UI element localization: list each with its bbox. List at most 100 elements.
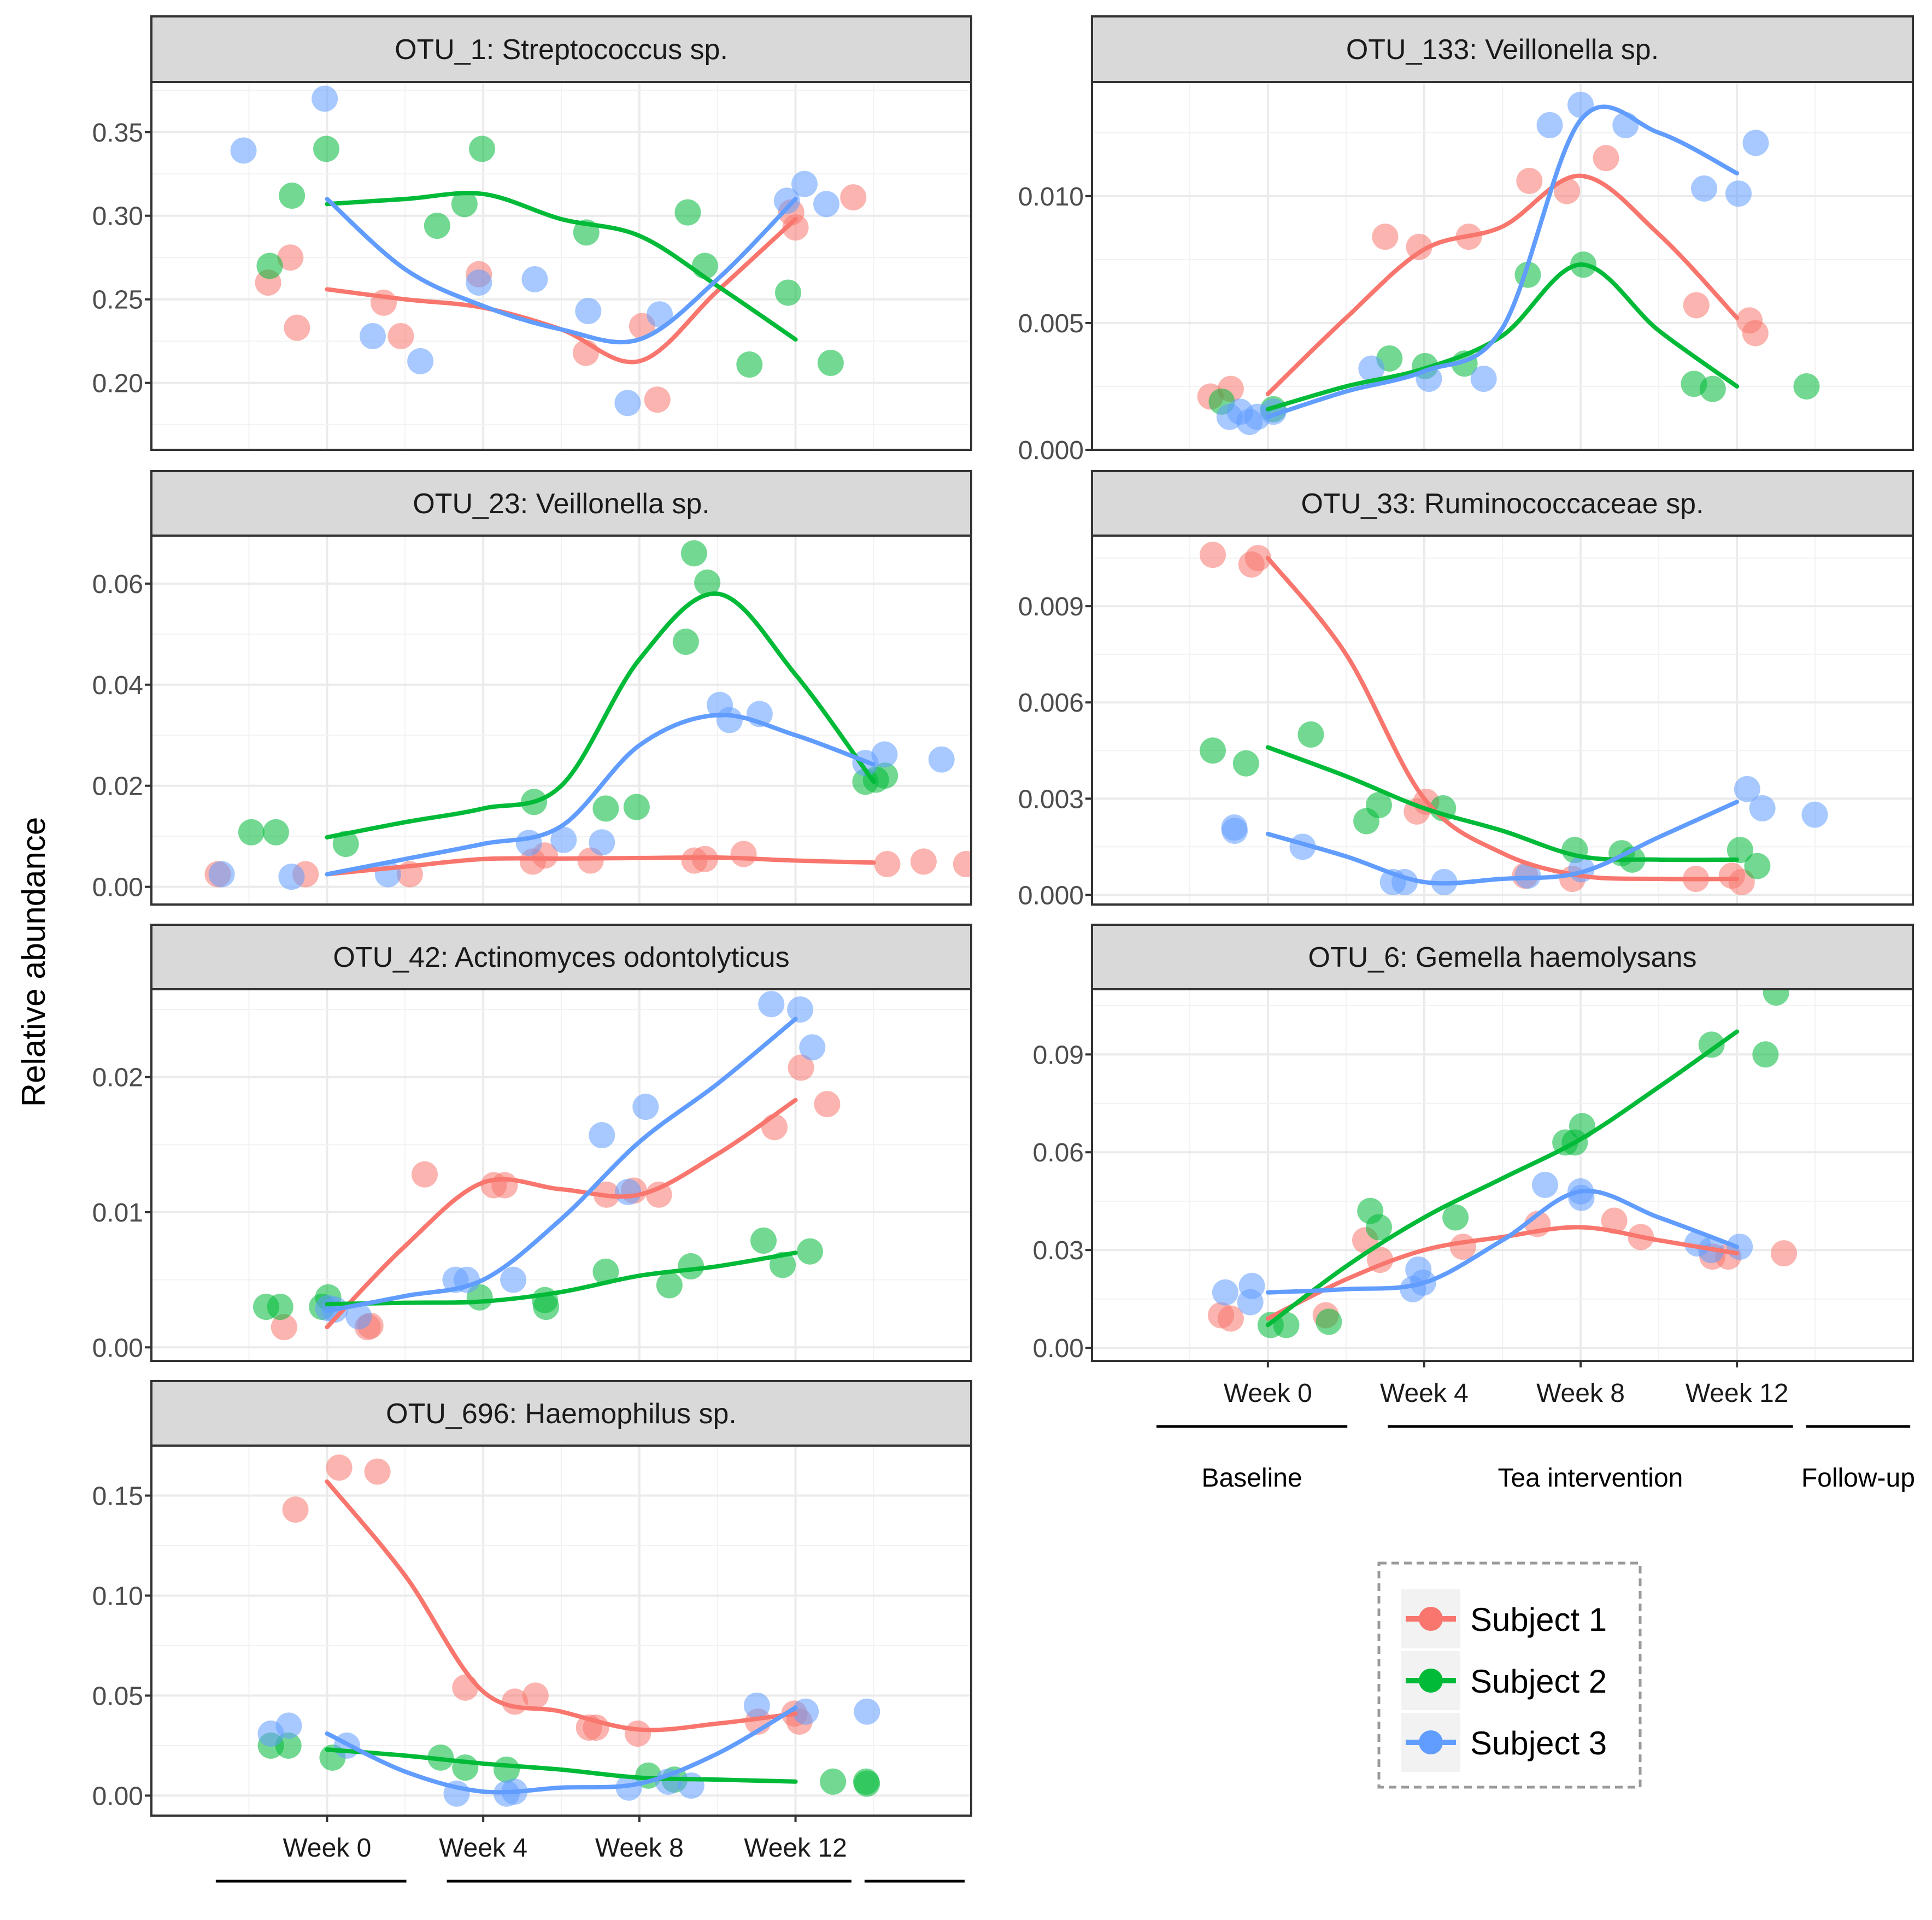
panel-6: OTU_6: Gemella haemolysans 0.00 0.03 0.06 0.…: [1033, 924, 1914, 1363]
y-tick-label: 0.01: [92, 1199, 143, 1228]
smooth-line: [1265, 745, 1740, 862]
data-point: [813, 191, 839, 218]
y-tick-label: 0.000: [1018, 881, 1084, 910]
data-point: [238, 819, 265, 845]
data-point: [326, 1454, 353, 1481]
panel-strip: [150, 15, 972, 83]
data-point: [1749, 795, 1776, 821]
legend-key-dot: [1419, 1730, 1443, 1754]
data-point: [750, 1227, 777, 1254]
data-point: [1698, 1031, 1725, 1058]
smooth-line: [325, 1250, 798, 1307]
y-tick-label: 0.15: [92, 1482, 143, 1511]
data-point: [522, 1682, 549, 1709]
y-tick-label: 0.03: [1033, 1236, 1084, 1265]
data-point: [230, 137, 257, 164]
panel-border: [1091, 988, 1914, 1362]
smooth-line: [1265, 556, 1740, 882]
bottom-axes: Week 0 Week 4 Week 8 Week 12 Baseline Tea int…: [215, 1361, 1915, 1920]
data-point: [592, 1258, 619, 1285]
panel-data: [1208, 989, 1797, 1338]
data-point: [1691, 175, 1718, 202]
y-tick-label: 0.00: [92, 1782, 143, 1811]
y-tick-label: 0.00: [92, 1334, 143, 1363]
panel-1: OTU_1: Streptococcus sp. 0.20 0.25 0.30 0.35: [92, 15, 972, 451]
data-point: [678, 1253, 704, 1279]
grid: [1092, 82, 1913, 450]
data-point: [1516, 168, 1543, 195]
smooth-line: [325, 713, 876, 877]
data-point: [1727, 837, 1753, 864]
data-point: [313, 136, 339, 162]
data-point: [515, 830, 542, 856]
data-point: [1763, 989, 1789, 1006]
data-point: [1222, 818, 1248, 844]
data-point: [871, 741, 898, 768]
data-point: [680, 540, 707, 567]
data-point: [820, 1768, 847, 1795]
panel-strip: [150, 1380, 972, 1447]
x-tick-label: Week 0: [283, 1834, 371, 1863]
data-point: [1699, 375, 1726, 402]
data-point: [1365, 1214, 1392, 1241]
panel-border: [150, 1445, 972, 1817]
grid: [1092, 989, 1913, 1361]
data-point: [644, 386, 671, 413]
y-tick-label: 0.00: [1033, 1334, 1084, 1363]
panel-4: OTU_33: Ruminococcaceae sp. 0.000 0.003 0.0…: [1018, 470, 1914, 910]
data-point: [387, 322, 414, 349]
data-point: [1449, 1234, 1476, 1260]
y-tick-label: 0.20: [92, 369, 143, 398]
data-point: [282, 1496, 309, 1523]
data-point: [761, 1114, 788, 1141]
y-tick-label: 0.000: [1018, 436, 1084, 465]
panel-title: OTU_6: Gemella haemolysans: [1308, 942, 1697, 973]
smooth-line: [325, 1747, 798, 1784]
legend-label: Subject 2: [1470, 1663, 1607, 1700]
y-axis-label: Relative abundance: [15, 817, 52, 1107]
data-point: [267, 1294, 293, 1320]
data-point: [1593, 145, 1619, 172]
data-point: [424, 213, 450, 239]
data-point: [1238, 1272, 1265, 1299]
panel-title: OTU_1: Streptococcus sp.: [395, 34, 728, 66]
panel-border: [150, 81, 972, 451]
data-point: [1554, 178, 1581, 204]
data-point: [575, 298, 602, 325]
smooth-line: [325, 855, 876, 877]
data-point: [1744, 853, 1771, 879]
data-point: [1200, 542, 1226, 568]
data-point: [1725, 180, 1752, 207]
data-point: [1244, 545, 1271, 572]
panel-border: [150, 535, 972, 906]
panel-border: [150, 988, 972, 1362]
data-point: [451, 191, 478, 218]
panel-border: [1091, 535, 1914, 906]
data-point: [1406, 233, 1432, 260]
data-point: [1683, 292, 1710, 319]
phase-label: Baseline: [1202, 1464, 1302, 1493]
x-tick-label: Week 12: [1686, 1379, 1789, 1408]
panel-title: OTU_23: Veillonella sp.: [413, 488, 709, 520]
data-point: [364, 1458, 391, 1485]
phase-label: Tea intervention: [1498, 1464, 1683, 1493]
data-point: [1514, 862, 1541, 889]
data-point: [1212, 1279, 1238, 1306]
data-point: [872, 762, 899, 789]
data-point: [1232, 750, 1259, 777]
data-point: [1801, 801, 1828, 828]
smooth-line: [325, 1705, 798, 1795]
data-point: [1793, 373, 1820, 400]
data-point: [615, 1178, 642, 1205]
data-point: [791, 171, 818, 197]
data-point: [1200, 737, 1226, 764]
grid: [151, 1446, 971, 1816]
data-point: [874, 851, 901, 878]
data-point: [412, 1161, 438, 1188]
panel-title: OTU_33: Ruminococcaceae sp.: [1301, 488, 1704, 520]
smooth-line: [325, 191, 798, 342]
data-point: [1727, 1234, 1753, 1260]
panel-data: [253, 991, 841, 1341]
data-point: [1372, 224, 1399, 250]
